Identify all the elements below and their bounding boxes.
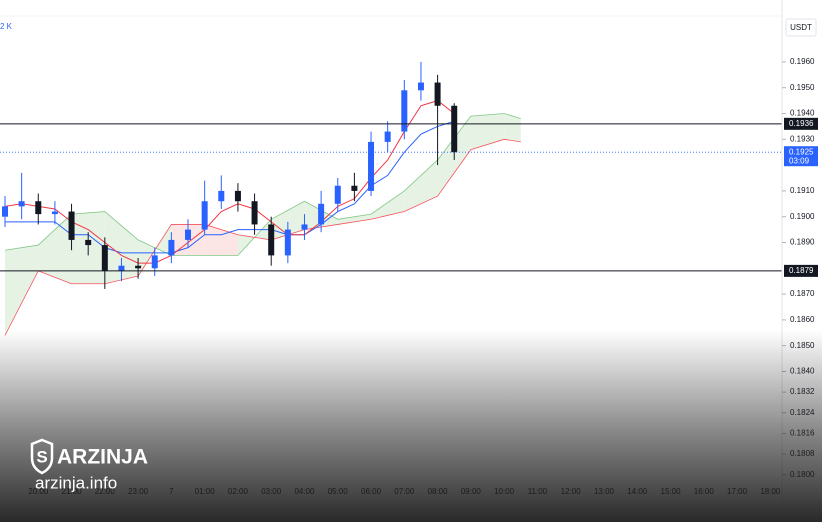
candle-body — [151, 255, 158, 269]
x-tick-label: 16:00 — [694, 487, 715, 496]
overlay — [0, 330, 822, 522]
candle-body — [201, 201, 208, 230]
price-line-box — [784, 264, 818, 277]
x-tick-label: 01:00 — [195, 487, 216, 496]
cloud-segment — [271, 201, 305, 240]
logo-shield — [30, 438, 54, 475]
cloud-segment — [104, 211, 139, 284]
candle-body — [417, 82, 424, 91]
x-tick-label: 02:00 — [228, 487, 249, 496]
x-tick-label: 20:00 — [28, 487, 49, 496]
candle-body — [101, 245, 108, 271]
x-tick-label: 08:00 — [428, 487, 449, 496]
candle-body — [35, 201, 42, 215]
candle-body — [18, 201, 25, 207]
candle-body — [168, 239, 175, 256]
watermark: S ARZINJA arzinja.info — [30, 438, 148, 492]
candle-body — [284, 229, 291, 256]
candle-body — [218, 190, 225, 202]
indicator-line — [4, 100, 455, 264]
candle-body — [401, 90, 408, 132]
x-tick-label: 18:00 — [760, 487, 781, 496]
x-tick-label: 09:00 — [461, 487, 482, 496]
y-tick-label: 0.1930 — [790, 134, 815, 143]
candle-body — [268, 224, 275, 256]
cloud-segment — [4, 245, 39, 336]
x-tick-label: 03:00 — [261, 487, 282, 496]
y-tick-label: 0.1910 — [790, 186, 815, 195]
x-tick-label: 12:00 — [561, 487, 582, 496]
candle-body — [451, 105, 458, 153]
x-tick-label: 15:00 — [661, 487, 682, 496]
candle-body — [118, 265, 125, 271]
y-tick-label: 0.1890 — [790, 238, 815, 247]
current-price-box — [784, 146, 818, 167]
x-tick-label: 06:00 — [361, 487, 382, 496]
candle-body — [368, 141, 375, 191]
candle-body — [434, 82, 441, 106]
x-tick-label: 17:00 — [727, 487, 748, 496]
x-tick-label: 21:00 — [62, 487, 83, 496]
y-tick-label: 0.1900 — [790, 212, 815, 221]
cloud-segment — [337, 214, 372, 225]
y-tick-label: 0.1940 — [790, 109, 815, 118]
indicator-line — [4, 120, 455, 254]
y-tick-label: 0.1950 — [790, 83, 815, 92]
brand-site: arzinja.info — [35, 473, 117, 492]
countdown-label: 03:09 — [789, 156, 810, 165]
price-line-label: 0.1879 — [789, 266, 814, 275]
x-tick-label: 23:00 — [128, 487, 149, 496]
cloud-segment — [470, 113, 505, 150]
x-tick-label: 7 — [169, 487, 174, 496]
plot-area — [0, 61, 782, 336]
y-tick-label: 0.1960 — [790, 57, 815, 66]
x-tick-label: 13:00 — [594, 487, 615, 496]
volume-label: 2 K — [0, 22, 13, 31]
currency-box — [785, 18, 817, 37]
cloud-segment — [371, 190, 405, 220]
price-line-label: 0.1936 — [789, 119, 814, 128]
candle-body — [68, 211, 75, 240]
x-tick-label: 05:00 — [328, 487, 349, 496]
cloud-segment — [38, 214, 72, 284]
x-tick-label: 22:00 — [95, 487, 116, 496]
candle-body — [334, 185, 341, 204]
y-tick-label: 0.1870 — [790, 289, 815, 298]
currency-label: USDT — [790, 23, 812, 32]
candle-body — [51, 211, 58, 215]
x-tick-label: 10:00 — [494, 487, 515, 496]
candle-body — [318, 203, 325, 225]
candle-body — [384, 131, 391, 142]
cloud-segment — [404, 159, 438, 212]
bottom-shade — [0, 330, 822, 522]
candle-body — [301, 224, 308, 230]
x-tick-label: 04:00 — [294, 487, 315, 496]
candle-body — [185, 229, 192, 240]
candle-body — [1, 206, 8, 217]
cloud-segment — [504, 113, 521, 142]
candle-body — [251, 201, 258, 225]
x-tick-label: 07:00 — [394, 487, 415, 496]
candle-body — [85, 239, 92, 246]
candle-body — [135, 265, 142, 269]
price-line-box — [784, 117, 818, 130]
current-price-label: 0.1925 — [789, 147, 814, 156]
x-tick-label: 14:00 — [627, 487, 648, 496]
logo-letter: S — [36, 447, 47, 466]
candle-body — [351, 185, 358, 191]
time-axis: 20:00 21:00 22:00 23:00 7 01:00 02:00 03:00 04:0… — [28, 487, 781, 496]
x-tick-label: 11:00 — [528, 487, 548, 496]
y-tick-label: 0.1860 — [790, 315, 815, 324]
candle-body — [234, 190, 241, 202]
brand-name: ARZINJA — [57, 446, 148, 469]
